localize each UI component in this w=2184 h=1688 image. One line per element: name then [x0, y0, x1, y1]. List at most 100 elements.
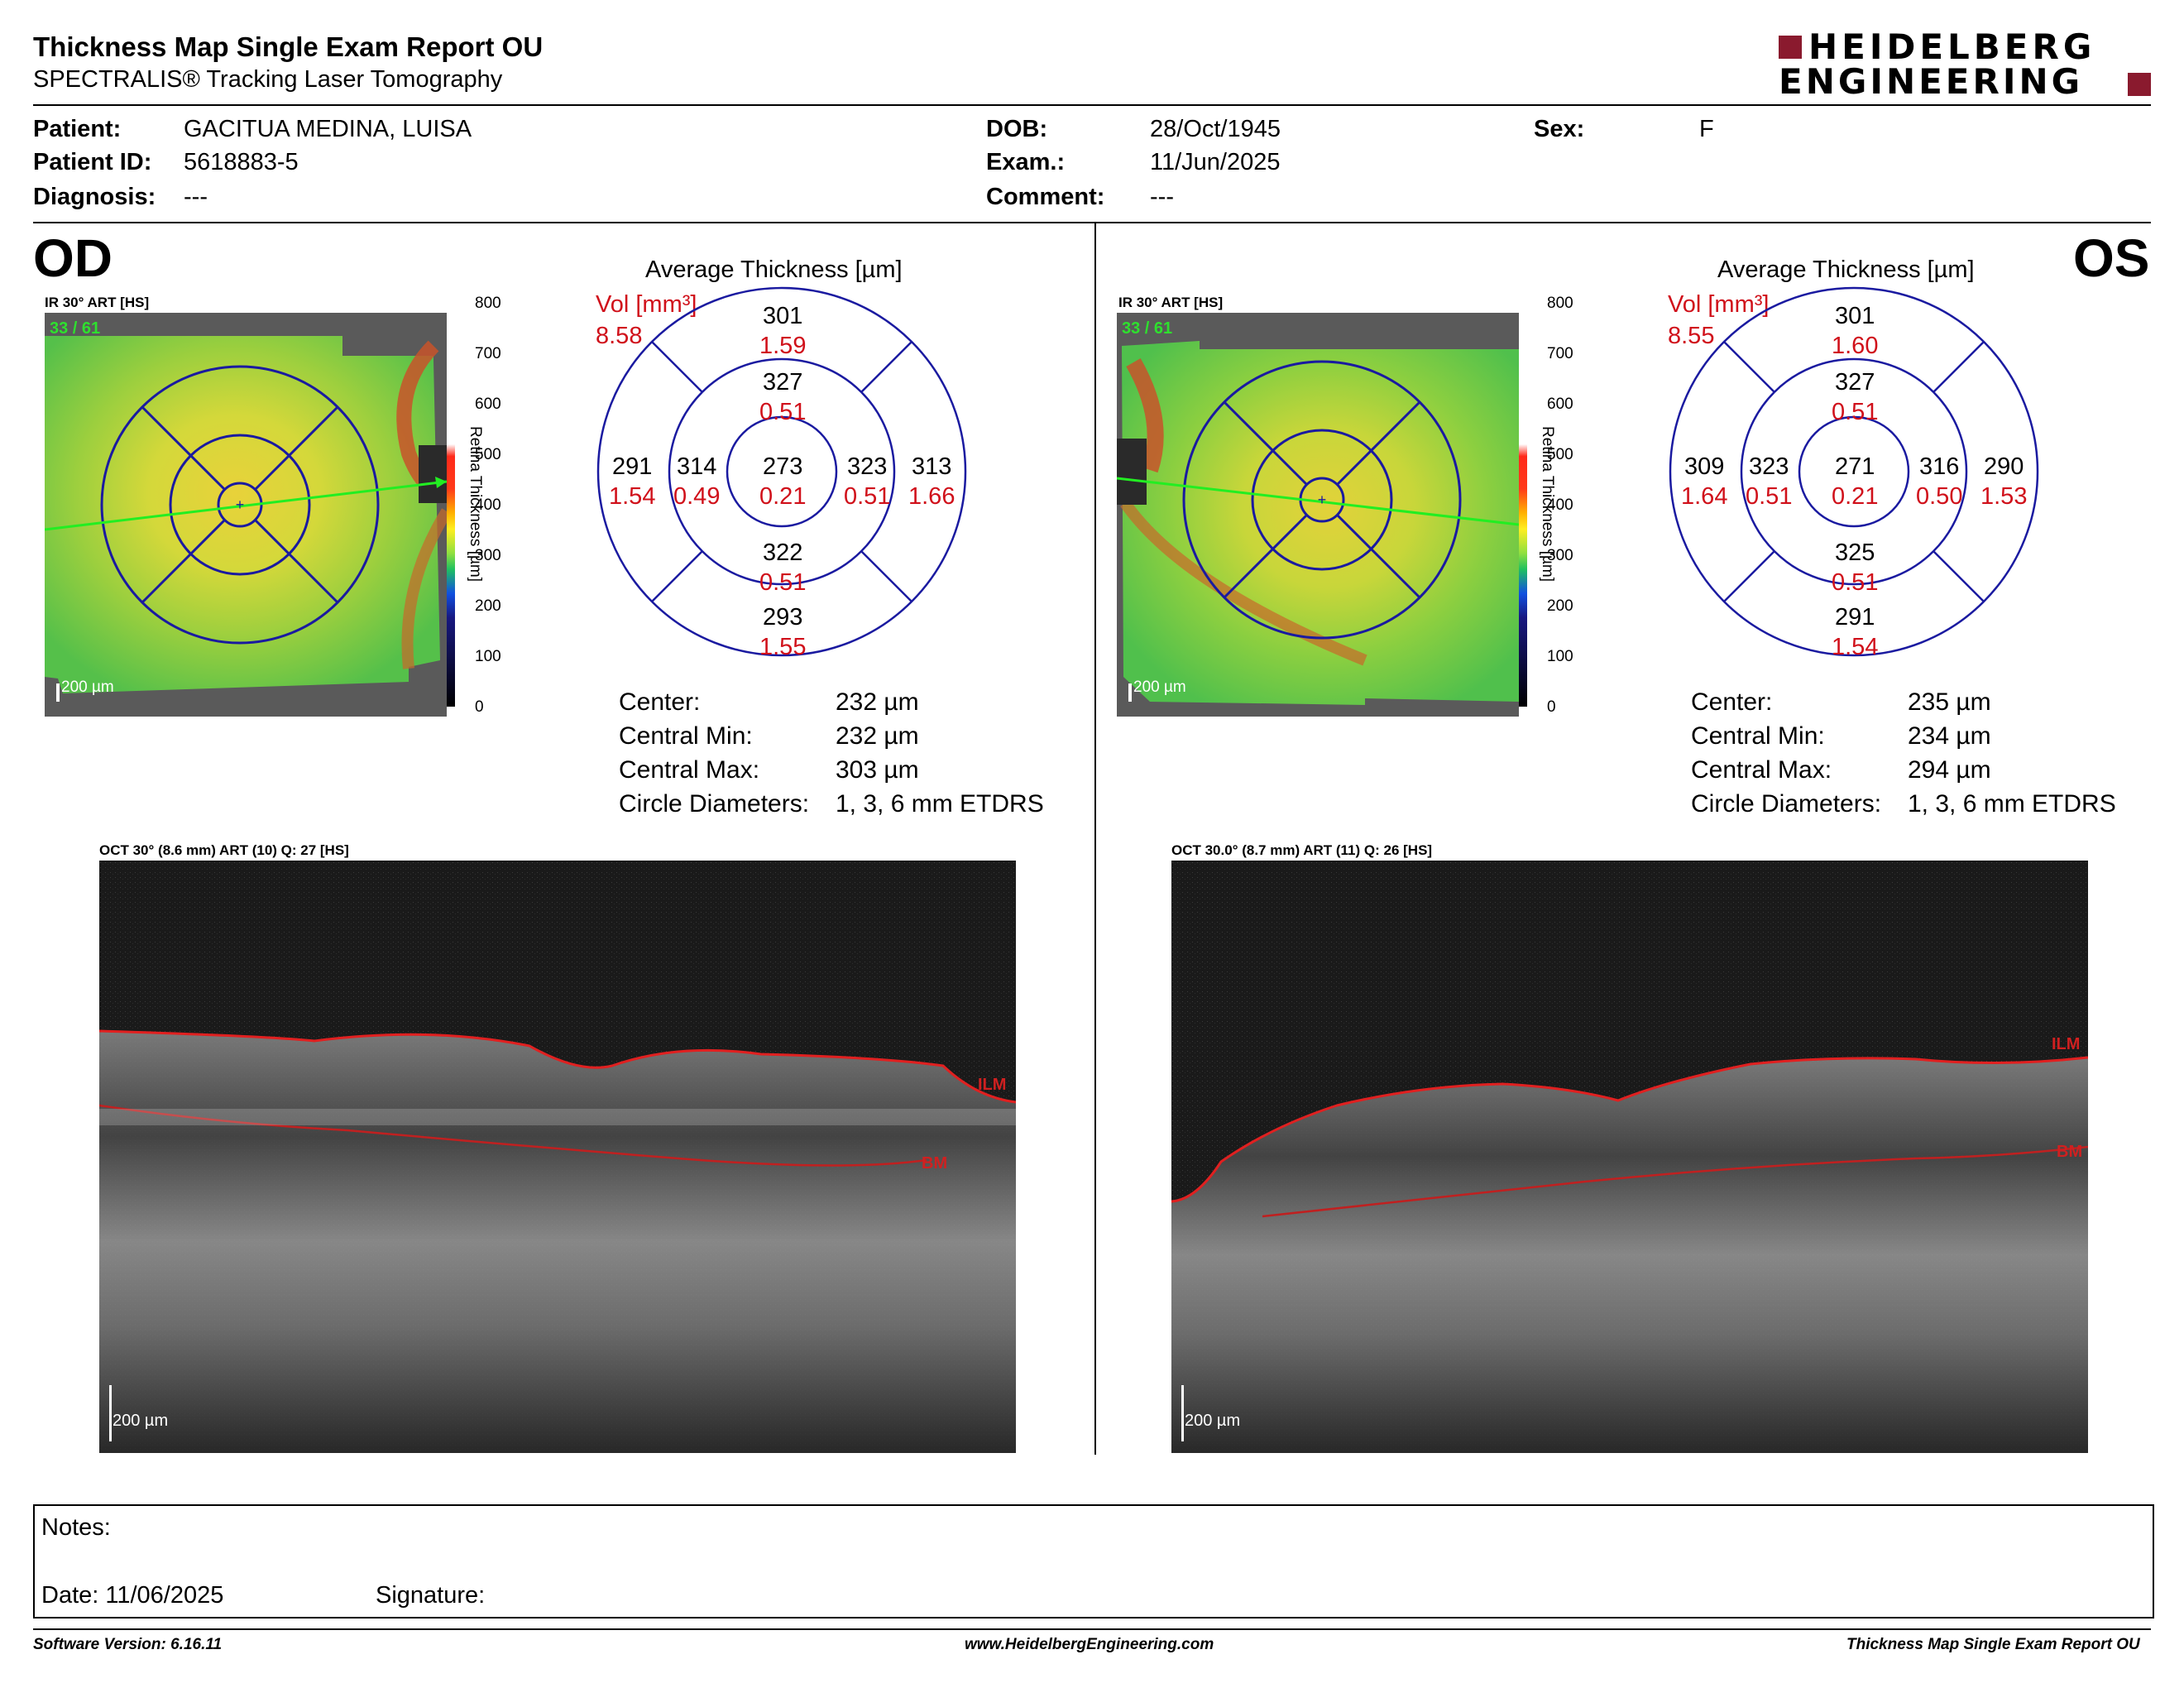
os-outer-right-thick: 290 — [1984, 453, 2024, 480]
os-tick-200: 200 — [1547, 597, 1573, 615]
os-oct-scan: ILM BM 200 µm — [1171, 861, 2088, 1453]
os-stat-max-label: Central Max: — [1691, 756, 1832, 784]
od-oct-scale-bar — [109, 1385, 112, 1441]
os-stat-center-value: 235 µm — [1908, 688, 1991, 716]
os-oct-scale-label: 200 µm — [1185, 1412, 1241, 1430]
os-inner-left-thick: 323 — [1749, 453, 1789, 480]
diagnosis-label: Diagnosis: — [33, 184, 156, 210]
patient-id-value: 5618883-5 — [184, 149, 299, 175]
od-grid-title: Average Thickness [µm] — [645, 257, 903, 283]
patient-label: Patient: — [33, 116, 122, 142]
od-tick-500: 500 — [475, 446, 501, 463]
os-inner-right-thick: 316 — [1919, 453, 1960, 480]
os-outer-sup-thick: 301 — [1835, 303, 1875, 329]
notes-box[interactable]: Notes: Date: 11/06/2025 Signature: — [33, 1504, 2154, 1618]
os-tick-500: 500 — [1547, 446, 1573, 463]
od-outer-left-vol: 1.54 — [609, 483, 656, 510]
od-oct-scale-label: 200 µm — [113, 1412, 169, 1430]
od-stat-diam-label: Circle Diameters: — [619, 790, 810, 818]
os-inner-sup-vol: 0.51 — [1832, 399, 1879, 425]
os-stat-min-label: Central Min: — [1691, 722, 1825, 750]
notes-signature-label: Signature: — [376, 1582, 486, 1609]
od-stat-center-label: Center: — [619, 688, 701, 716]
os-stat-min-value: 234 µm — [1908, 722, 1991, 750]
od-vol-label: Vol [mm³] — [596, 291, 697, 318]
patient-value: GACITUA MEDINA, LUISA — [184, 116, 472, 142]
logo-line2: ENGINEERING — [1779, 61, 2084, 102]
od-scale-bar — [56, 683, 60, 702]
od-tick-100: 100 — [475, 648, 501, 665]
svg-text:BM: BM — [2057, 1143, 2082, 1161]
od-tick-700: 700 — [475, 345, 501, 362]
notes-date: Date: 11/06/2025 — [41, 1582, 224, 1609]
eye-label-od: OD — [33, 228, 113, 288]
os-inner-sup-thick: 327 — [1835, 369, 1875, 396]
os-stat-center-label: Center: — [1691, 688, 1773, 716]
os-stat-max-value: 294 µm — [1908, 756, 1991, 784]
od-tick-300: 300 — [475, 547, 501, 564]
od-colorbar-label: Retina Thickness [µm] — [467, 426, 484, 582]
os-outer-left-vol: 1.64 — [1681, 483, 1728, 510]
od-outer-sup-vol: 1.59 — [759, 333, 807, 359]
svg-text:+: + — [236, 496, 245, 513]
eye-label-os: OS — [2073, 228, 2150, 288]
od-outer-right-vol: 1.66 — [908, 483, 956, 510]
od-colorbar — [447, 303, 455, 707]
od-tick-0: 0 — [475, 698, 484, 716]
footer-software-version: Software Version: 6.16.11 — [33, 1636, 223, 1653]
exam-label: Exam.: — [986, 149, 1066, 175]
os-tick-0: 0 — [1547, 698, 1556, 716]
od-outer-inf-thick: 293 — [763, 604, 803, 631]
od-outer-inf-vol: 1.55 — [759, 634, 807, 660]
os-frames: 33 / 61 — [1122, 319, 1173, 338]
os-ir-label: IR 30° ART [HS] — [1118, 295, 1224, 310]
od-outer-left-thick: 291 — [612, 453, 653, 480]
sex-value: F — [1699, 116, 1714, 142]
os-tick-100: 100 — [1547, 648, 1573, 665]
os-tick-700: 700 — [1547, 345, 1573, 362]
od-thickness-map: + 33 / 61 200 µm — [45, 313, 447, 717]
od-outer-sup-thick: 301 — [763, 303, 803, 329]
heidelberg-logo: HEIDELBERG ENGINEERING — [1770, 30, 2159, 103]
od-inner-right-vol: 0.51 — [844, 483, 891, 510]
od-stat-diam-value: 1, 3, 6 mm ETDRS — [836, 790, 1044, 818]
os-inner-inf-thick: 325 — [1835, 539, 1875, 566]
od-stat-max-value: 303 µm — [836, 756, 919, 784]
os-colorbar-ticks: 800 700 600 500 400 300 200 100 0 — [1529, 295, 1578, 725]
os-etdrs-grid — [1669, 286, 2039, 657]
os-outer-inf-vol: 1.54 — [1832, 634, 1879, 660]
os-tick-800: 800 — [1547, 295, 1573, 312]
od-tick-400: 400 — [475, 496, 501, 514]
od-tick-800: 800 — [475, 295, 501, 312]
diagnosis-value: --- — [184, 184, 208, 210]
os-inner-inf-vol: 0.51 — [1832, 569, 1879, 596]
eye-divider — [1094, 223, 1096, 1455]
os-vol-total: 8.55 — [1668, 323, 1715, 349]
os-tick-400: 400 — [1547, 496, 1573, 514]
footer-divider — [33, 1628, 2151, 1630]
comment-label: Comment: — [986, 184, 1105, 210]
od-stat-max-label: Central Max: — [619, 756, 760, 784]
os-oct-scale-bar — [1181, 1385, 1184, 1441]
od-outer-right-thick: 313 — [912, 453, 952, 480]
os-vol-label: Vol [mm³] — [1668, 291, 1770, 318]
os-center-thick: 271 — [1835, 453, 1875, 480]
svg-text:+: + — [1318, 492, 1327, 508]
notes-label: Notes: — [41, 1514, 111, 1541]
os-oct-label: OCT 30.0° (8.7 mm) ART (11) Q: 26 [HS] — [1171, 842, 1433, 858]
os-inner-right-vol: 0.50 — [1916, 483, 1963, 510]
od-ir-label: IR 30° ART [HS] — [45, 295, 150, 310]
svg-text:BM: BM — [922, 1154, 947, 1172]
od-colorbar-ticks: 800 700 600 500 400 300 200 100 0 — [457, 295, 506, 725]
report-subtitle: SPECTRALIS® Tracking Laser Tomography — [33, 66, 503, 93]
od-inner-right-thick: 323 — [847, 453, 888, 480]
od-center-thick: 273 — [763, 453, 803, 480]
os-outer-sup-vol: 1.60 — [1832, 333, 1879, 359]
os-scale-bar — [1128, 683, 1132, 702]
od-scale-label: 200 µm — [61, 679, 114, 696]
svg-text:ILM: ILM — [2052, 1035, 2080, 1053]
od-inner-sup-vol: 0.51 — [759, 399, 807, 425]
od-inner-left-vol: 0.49 — [673, 483, 721, 510]
os-colorbar-label: Retina Thickness [µm] — [1539, 426, 1556, 582]
os-stat-diam-value: 1, 3, 6 mm ETDRS — [1908, 790, 2116, 818]
